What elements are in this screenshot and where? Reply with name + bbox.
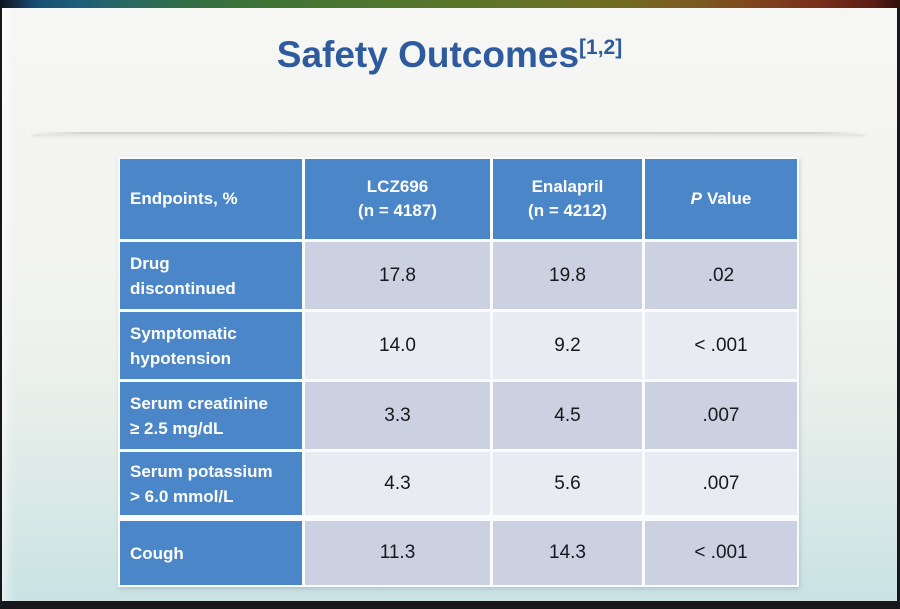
header-lcz696-name: LCZ696 [366, 177, 429, 196]
header-p-value-word: Value [706, 189, 752, 208]
row-label-line: > 6.0 mmol/L [130, 486, 234, 506]
top-gradient-bar [0, 0, 900, 8]
value-p: < .001 [645, 312, 797, 379]
row-label-line: discontinued [130, 278, 236, 298]
table-header-row: Endpoints, % LCZ696 (n = 4187) Enalapril… [120, 159, 797, 239]
value-p: .007 [645, 382, 797, 449]
row-label-line: Cough [130, 543, 184, 563]
row-label: Cough [120, 521, 302, 585]
header-p-value: P Value [645, 159, 797, 239]
value-enalapril: 4.5 [493, 382, 642, 449]
table-row-serum-creatinine: Serum creatinine ≥ 2.5 mg/dL 3.3 4.5 .00… [120, 382, 797, 449]
row-label: Serum creatinine ≥ 2.5 mg/dL [120, 382, 302, 449]
value-p: < .001 [645, 521, 797, 585]
value-p: .02 [645, 242, 797, 309]
table-row-symptomatic-hypotension: Symptomatic hypotension 14.0 9.2 < .001 [120, 312, 797, 379]
header-enalapril: Enalapril (n = 4212) [493, 159, 642, 239]
header-p-value-p: P [690, 189, 702, 208]
table-row-cough: Cough 11.3 14.3 < .001 [120, 521, 797, 585]
page-title: Safety Outcomes[1,2] [2, 34, 897, 76]
value-p: .007 [645, 452, 797, 515]
row-label-line: hypotension [130, 348, 232, 368]
row-label: Drug discontinued [120, 242, 302, 309]
table-row-drug-discontinued: Drug discontinued 17.8 19.8 .02 [120, 242, 797, 309]
value-enalapril: 9.2 [493, 312, 642, 379]
header-enalapril-name: Enalapril [531, 177, 604, 196]
value-lcz696: 3.3 [305, 382, 490, 449]
row-label: Symptomatic hypotension [120, 312, 302, 379]
value-lcz696: 11.3 [305, 521, 490, 585]
row-label-line: ≥ 2.5 mg/dL [130, 418, 224, 438]
safety-outcomes-table: Endpoints, % LCZ696 (n = 4187) Enalapril… [118, 157, 799, 587]
header-endpoints-label: Endpoints, % [130, 189, 238, 208]
page-title-superscript: [1,2] [579, 36, 623, 59]
value-enalapril: 14.3 [493, 521, 642, 585]
row-label-line: Serum creatinine [130, 393, 268, 413]
value-lcz696: 4.3 [305, 452, 490, 515]
title-divider [32, 132, 865, 134]
slide: Safety Outcomes[1,2] Endpoints, % LCZ696… [2, 8, 897, 601]
table-row-serum-potassium: Serum potassium > 6.0 mmol/L 4.3 5.6 .00… [120, 452, 797, 515]
value-enalapril: 19.8 [493, 242, 642, 309]
value-lcz696: 17.8 [305, 242, 490, 309]
header-lcz696: LCZ696 (n = 4187) [305, 159, 490, 239]
header-lcz696-n: (n = 4187) [358, 201, 437, 220]
row-label-line: Drug [130, 253, 170, 273]
row-label: Serum potassium > 6.0 mmol/L [120, 452, 302, 515]
value-lcz696: 14.0 [305, 312, 490, 379]
page-title-text: Safety Outcomes [276, 34, 580, 75]
row-label-line: Symptomatic [130, 323, 237, 343]
value-enalapril: 5.6 [493, 452, 642, 515]
row-label-line: Serum potassium [130, 461, 273, 481]
header-enalapril-n: (n = 4212) [528, 201, 607, 220]
header-endpoints: Endpoints, % [120, 159, 302, 239]
